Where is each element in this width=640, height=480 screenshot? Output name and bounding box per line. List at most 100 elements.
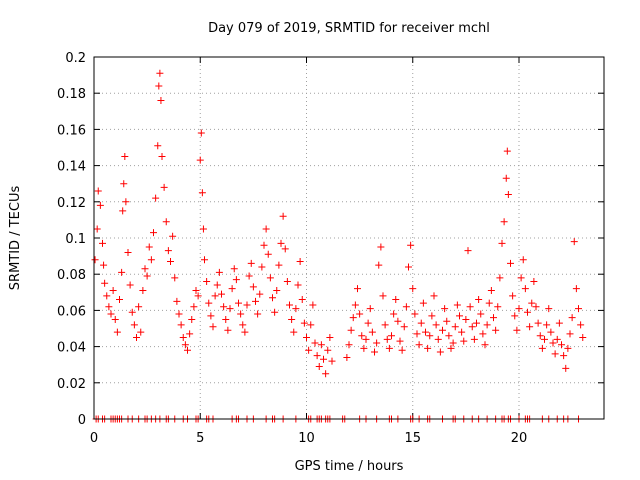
data-point: [313, 352, 321, 360]
data-point: [158, 153, 166, 161]
data-point: [296, 258, 304, 266]
data-points: [91, 69, 587, 423]
data-point: [575, 305, 582, 313]
data-point: [156, 69, 164, 77]
data-point: [116, 296, 123, 304]
data-point: [481, 341, 489, 349]
data-point: [392, 296, 400, 304]
data-point: [415, 341, 423, 349]
data-point: [162, 218, 170, 226]
x-axis-label: GPS time / hours: [295, 459, 404, 474]
axis-ticks: 0 0.02 0.04 0.06 0.08 0.1 0.12 0.14 0.16 0.18 0.2 0…: [57, 51, 604, 446]
data-point: [521, 285, 529, 293]
data-point: [209, 323, 217, 331]
data-point: [503, 147, 511, 155]
data-point: [326, 334, 334, 342]
data-point: [273, 286, 281, 294]
data-point: [188, 315, 196, 323]
data-point: [345, 341, 353, 349]
data-point: [405, 263, 412, 271]
data-point: [266, 274, 274, 282]
data-point: [396, 337, 404, 345]
y-axis-label: SRMTID / TECUs: [8, 186, 23, 291]
data-point: [517, 274, 525, 282]
data-point: [269, 294, 276, 302]
data-point: [145, 243, 153, 251]
data-point: [507, 259, 514, 267]
data-point: [249, 283, 257, 291]
data-point: [201, 256, 208, 264]
data-point: [528, 299, 536, 307]
x-tick-label: 15: [404, 431, 421, 446]
x-tick-label: 0: [90, 431, 98, 446]
data-point: [305, 346, 313, 354]
data-point: [364, 319, 372, 327]
data-point: [235, 299, 242, 307]
data-point: [264, 250, 272, 258]
data-point: [247, 259, 255, 267]
data-point: [428, 312, 436, 320]
data-point: [541, 335, 548, 343]
data-point: [157, 96, 165, 104]
data-point: [490, 314, 497, 322]
data-point: [254, 310, 262, 318]
data-point: [558, 341, 565, 349]
data-point: [515, 305, 523, 313]
y-tick-label: 0.2: [65, 51, 86, 66]
data-point: [411, 310, 419, 318]
data-point: [549, 339, 557, 347]
data-point: [360, 344, 368, 352]
data-point: [475, 296, 483, 304]
y-tick-label: 0.12: [57, 196, 86, 211]
data-point: [213, 281, 221, 289]
data-point: [279, 212, 287, 220]
data-point: [430, 292, 438, 300]
data-point: [536, 332, 544, 340]
data-point: [294, 281, 302, 289]
data-point: [141, 265, 149, 273]
data-point: [260, 241, 268, 249]
data-point: [192, 286, 200, 294]
y-tick-label: 0.1: [65, 232, 86, 247]
data-point: [292, 305, 300, 313]
data-point: [155, 82, 163, 90]
data-point: [175, 310, 183, 318]
data-point: [473, 319, 480, 327]
data-point: [137, 328, 145, 336]
data-point: [133, 334, 140, 342]
data-point: [252, 297, 259, 305]
data-point: [283, 277, 291, 285]
data-point: [468, 323, 476, 331]
data-point: [407, 241, 415, 249]
data-point: [570, 238, 578, 246]
x-tick-label: 5: [196, 431, 204, 446]
data-point: [424, 344, 432, 352]
data-point: [143, 272, 151, 280]
data-point: [324, 346, 332, 354]
data-point: [197, 129, 205, 137]
data-point: [566, 330, 574, 338]
data-point: [555, 319, 563, 327]
data-point: [103, 292, 111, 300]
data-point: [290, 328, 298, 336]
y-tick-label: 0.18: [57, 87, 86, 102]
data-point: [154, 142, 162, 150]
data-point: [511, 312, 519, 320]
data-point: [560, 352, 568, 360]
data-point: [239, 321, 247, 329]
data-point: [388, 332, 395, 340]
y-tick-label: 0: [78, 413, 86, 428]
data-point: [451, 323, 459, 331]
data-point: [419, 299, 427, 307]
data-point: [577, 321, 585, 329]
data-point: [275, 261, 283, 269]
data-point: [181, 341, 189, 349]
data-point: [262, 225, 270, 233]
data-point: [315, 363, 323, 371]
data-point: [186, 330, 194, 338]
data-point: [135, 303, 143, 311]
data-point: [237, 310, 245, 318]
data-point: [207, 312, 215, 320]
data-point: [139, 286, 147, 294]
data-point: [441, 305, 449, 313]
